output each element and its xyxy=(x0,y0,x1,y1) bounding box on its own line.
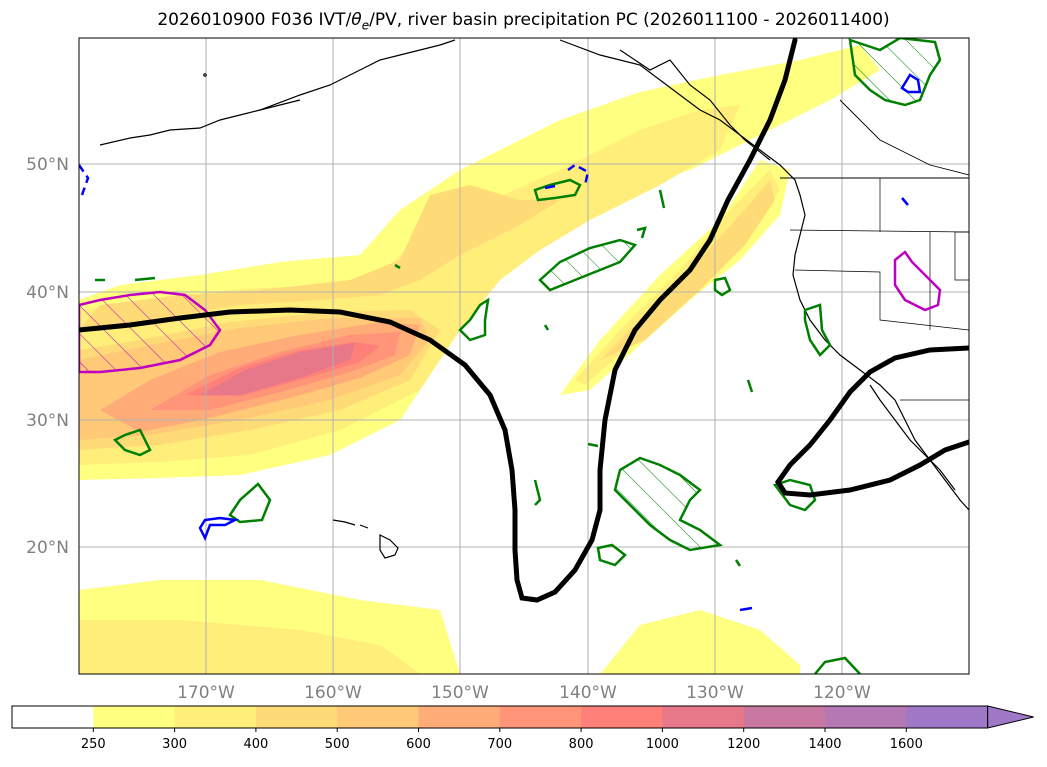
ivt-level-300-south xyxy=(79,620,420,674)
colorbar: 250 300 400 500 600 700 800 1000 1200 1400 1600 xyxy=(11,705,1034,752)
magenta-contours xyxy=(79,250,942,374)
colorbar-label: 250 xyxy=(81,737,106,752)
colorbar-label: 1000 xyxy=(646,737,679,752)
colorbar-label: 800 xyxy=(569,737,594,752)
colorbar-segment xyxy=(93,706,176,728)
coastlines xyxy=(99,39,969,559)
colorbar-segment xyxy=(581,706,663,728)
colorbar-segment xyxy=(12,706,94,728)
lat-label: 40°N xyxy=(26,283,69,303)
lon-label: 130°W xyxy=(686,683,744,703)
colorbar-segment xyxy=(337,706,419,728)
colorbar-label: 600 xyxy=(406,737,431,752)
colorbar-label: 300 xyxy=(162,737,187,752)
latitude-axis: 50°N 40°N 30°N 20°N xyxy=(26,155,69,558)
lat-label: 50°N xyxy=(26,155,69,175)
colorbar-segment xyxy=(174,706,257,728)
lat-label: 20°N xyxy=(26,538,69,558)
colorbar-segment xyxy=(499,706,582,728)
ivt-level-300-branch xyxy=(575,170,780,385)
colorbar-segment xyxy=(662,706,745,728)
map-content xyxy=(79,38,969,674)
colorbar-label: 500 xyxy=(325,737,350,752)
colorbar-segment xyxy=(825,706,907,728)
lat-label: 30°N xyxy=(26,411,69,431)
colorbar-label: 1200 xyxy=(727,737,760,752)
colorbar-segment xyxy=(255,706,338,728)
blue-contours xyxy=(79,73,922,612)
map-frame xyxy=(78,37,970,675)
longitude-axis: 170°W 160°W 150°W 140°W 130°W 120°W xyxy=(177,683,871,703)
lon-label: 160°W xyxy=(304,683,362,703)
lon-label: 140°W xyxy=(559,683,617,703)
lon-label: 120°W xyxy=(813,683,871,703)
ivt-band-south-east xyxy=(600,610,800,674)
colorbar-segment xyxy=(743,706,826,728)
colorbar-segment xyxy=(906,706,989,728)
colorbar-label: 700 xyxy=(487,737,512,752)
pv-contour xyxy=(79,38,969,603)
colorbar-label: 400 xyxy=(243,737,268,752)
ivt-level-1000 xyxy=(200,343,355,395)
map-title: 2026010900 F036 IVT/θe/PV, river basin p… xyxy=(157,10,890,33)
colorbar-label: 1600 xyxy=(890,737,923,752)
colorbar-segment xyxy=(418,706,501,728)
green-contours xyxy=(95,38,942,674)
ivt-level-400-branch xyxy=(600,180,775,360)
lon-label: 150°W xyxy=(431,683,489,703)
colorbar-label: 1400 xyxy=(808,737,841,752)
graticule xyxy=(79,38,969,674)
colorbar-extend-arrow xyxy=(987,705,1034,729)
lon-label: 170°W xyxy=(177,683,235,703)
